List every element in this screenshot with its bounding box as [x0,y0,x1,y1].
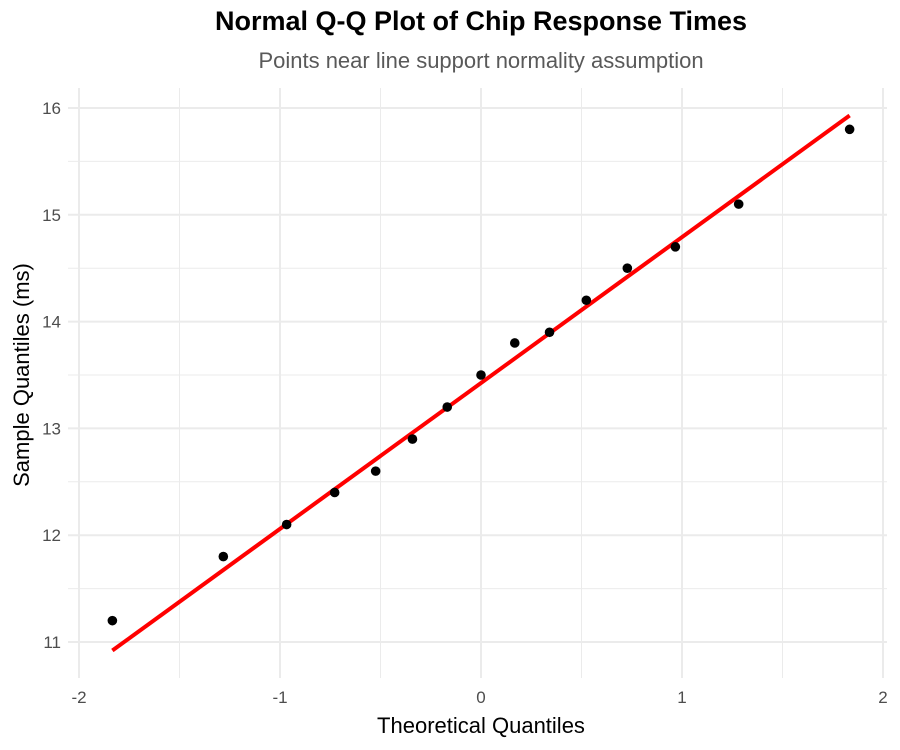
x-tick-label: 0 [476,688,485,707]
y-tick-label: 13 [42,419,61,438]
data-point [370,466,381,476]
data-point [544,327,555,338]
data-point [107,615,118,626]
data-points [107,124,855,626]
y-tick-label: 12 [42,526,61,545]
data-point [844,124,855,135]
data-point [670,242,681,252]
x-tick-label: 1 [677,688,686,707]
x-axis-ticks: -2 -1 0 1 2 [71,688,887,707]
data-point [509,338,520,348]
y-tick-label: 15 [42,206,61,225]
y-tick-label: 16 [42,99,61,118]
y-axis-ticks: 11 12 13 14 15 16 [42,99,61,652]
y-tick-label: 11 [43,633,61,652]
reference-line-group [111,113,851,653]
chart-title: Normal Q-Q Plot of Chip Response Times [214,6,748,36]
data-point [442,402,453,412]
data-point [476,370,486,380]
data-point [733,199,744,209]
x-tick-label: -1 [272,688,287,707]
data-point [581,295,592,306]
y-tick-label: 14 [42,313,61,332]
reference-line [111,113,851,653]
data-point [329,487,340,498]
data-point [407,434,418,444]
data-point [622,263,633,274]
y-axis-title: Sample Quantiles (ms) [9,263,34,487]
x-tick-label: 2 [878,688,887,707]
chart-subtitle: Points near line support normality assum… [258,48,704,73]
x-axis-title: Theoretical Quantiles [377,713,585,738]
data-point [218,551,229,562]
data-point [281,519,292,530]
x-tick-label: -2 [71,688,86,707]
